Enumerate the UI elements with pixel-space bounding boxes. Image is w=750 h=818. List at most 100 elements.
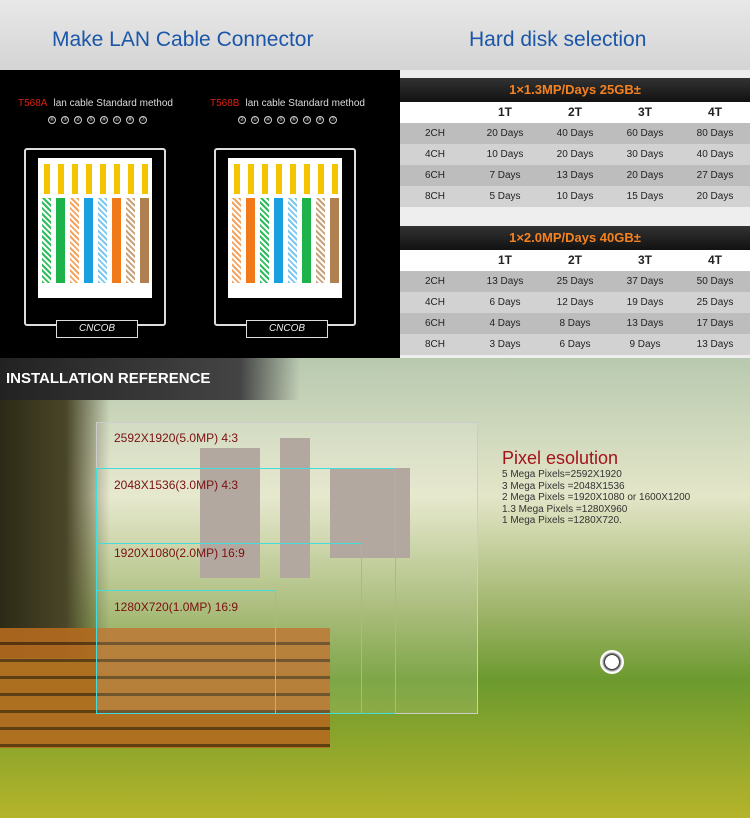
pin-number: ④	[264, 116, 272, 124]
table-row: 2CH 13 Days 25 Days 37 Days 50 Days	[400, 271, 750, 292]
res-label: 2592X1920(5.0MP) 4:3	[114, 431, 239, 445]
table-cell: 10 Days	[486, 149, 524, 160]
soccer-ball	[600, 650, 624, 674]
header-cell: 4T	[707, 105, 722, 119]
table-cell: 8 Days	[559, 318, 591, 329]
header-bar	[0, 0, 750, 70]
table-cell: 2CH	[424, 128, 445, 139]
table-cell: 25 Days	[696, 297, 734, 308]
pin-number: ④	[100, 116, 108, 124]
table-cell: 7 Days	[489, 170, 521, 181]
table-cell: 13 Days	[626, 318, 664, 329]
wire	[246, 198, 255, 283]
rj45-plug: CNCOB	[24, 148, 166, 338]
header-cell: 3T	[637, 253, 652, 267]
hdd-tables: 1×1.3MP/Days 25GB± 1T 2T 3T 4T 2CH 20 Days 40 D…	[400, 70, 750, 360]
table-cell: 13 Days	[556, 170, 594, 181]
table-cell: 6CH	[424, 170, 445, 181]
table-cell: 25 Days	[556, 276, 594, 287]
wire	[330, 198, 339, 283]
table-cell: 17 Days	[696, 318, 734, 329]
pixel-line: 3 Mega Pixels =2048X1536	[502, 480, 625, 492]
wire	[126, 198, 135, 283]
table-cell: 40 Days	[696, 149, 734, 160]
table-cell: 6 Days	[489, 297, 521, 308]
res-box-1mp	[96, 590, 276, 714]
brand-logo: CNCOB	[246, 320, 328, 338]
pin-number: ⑤	[277, 116, 285, 124]
table-row: 6CH 7 Days 13 Days 20 Days 27 Days	[400, 165, 750, 186]
res-label: 2048X1536(3.0MP) 4:3	[114, 478, 239, 492]
pin-number: ⑧	[126, 116, 134, 124]
table-cell: 8CH	[424, 191, 445, 202]
wire	[260, 198, 269, 283]
pin-number: ⑥	[48, 116, 56, 124]
table-title: 1×1.3MP/Days 25GB±	[400, 78, 750, 102]
table-cell: 3 Days	[489, 339, 521, 350]
table-cell: 13 Days	[486, 276, 524, 287]
brand-logo: CNCOB	[56, 320, 138, 338]
res-label: 1280X720(1.0MP) 16:9	[114, 600, 239, 614]
tree	[0, 358, 110, 658]
pin-number: ⑧	[316, 116, 324, 124]
pin-number: ⑤	[87, 116, 95, 124]
table-cell: 19 Days	[626, 297, 664, 308]
header-cell	[400, 250, 470, 271]
res-label: 1920X1080(2.0MP) 16:9	[114, 546, 245, 560]
table-cell: 20 Days	[486, 128, 524, 139]
hdd-heading: Hard disk selection	[469, 28, 647, 51]
table-row: 4CH 6 Days 12 Days 19 Days 25 Days	[400, 292, 750, 313]
header-cell: 1T	[497, 253, 512, 267]
standard-label: T568A lan cable Standard method	[18, 98, 173, 109]
pin-number: ⑦	[139, 116, 147, 124]
pin-number: ⑦	[329, 116, 337, 124]
wire	[70, 198, 79, 283]
wire	[274, 198, 283, 283]
table-cell: 5 Days	[489, 191, 521, 202]
table-header: 1T 2T 3T 4T	[400, 250, 750, 271]
wire	[302, 198, 311, 283]
table-cell: 4CH	[424, 297, 445, 308]
wire	[56, 198, 65, 283]
header-cell: 2T	[567, 105, 582, 119]
wire	[316, 198, 325, 283]
pin-number: ②	[74, 116, 82, 124]
table-title: 1×2.0MP/Days 40GB±	[400, 226, 750, 250]
table-cell: 6 Days	[559, 339, 591, 350]
table-cell: 8CH	[424, 339, 445, 350]
rj45-plug: CNCOB	[214, 148, 356, 338]
table-row: 8CH 3 Days 6 Days 9 Days 13 Days	[400, 334, 750, 355]
pin-number: ⑥	[290, 116, 298, 124]
table-cell: 50 Days	[696, 276, 734, 287]
pixel-line: 2 Mega Pixels =1920X1080 or 1600X1200	[502, 492, 691, 503]
wire	[84, 198, 93, 283]
table-cell: 2CH	[424, 276, 445, 287]
header-cell: 2T	[567, 253, 582, 267]
header-cell: 1T	[497, 105, 512, 119]
table-row: 8CH 5 Days 10 Days 15 Days 20 Days	[400, 186, 750, 207]
table-cell: 4CH	[424, 149, 445, 160]
table-cell: 20 Days	[696, 191, 734, 202]
table-cell: 6CH	[424, 318, 445, 329]
wire	[42, 198, 51, 283]
header-cell: 4T	[707, 253, 722, 267]
table-cell: 60 Days	[626, 128, 664, 139]
wire	[232, 198, 241, 283]
wire	[98, 198, 107, 283]
wire	[140, 198, 149, 283]
table-row: 4CH 10 Days 20 Days 30 Days 40 Days	[400, 144, 750, 165]
installation-banner: INSTALLATION REFERENCE	[0, 358, 300, 400]
pixel-title: Pixel esolution	[502, 448, 619, 468]
table-header: 1T 2T 3T 4T	[400, 102, 750, 123]
pixel-line: 5 Mega Pixels=2592X1920	[502, 469, 622, 480]
storage-table: 1×1.3MP/Days 25GB± 1T 2T 3T 4T 2CH 20 Days 40 D…	[400, 78, 750, 207]
wire	[112, 198, 121, 283]
table-cell: 20 Days	[626, 170, 664, 181]
table-cell: 27 Days	[696, 170, 734, 181]
table-cell: 10 Days	[556, 191, 594, 202]
pixel-line: 1.3 Mega Pixels =1280X960	[502, 503, 628, 515]
pixel-line: 1 Mega Pixels =1280X720.	[502, 515, 622, 526]
